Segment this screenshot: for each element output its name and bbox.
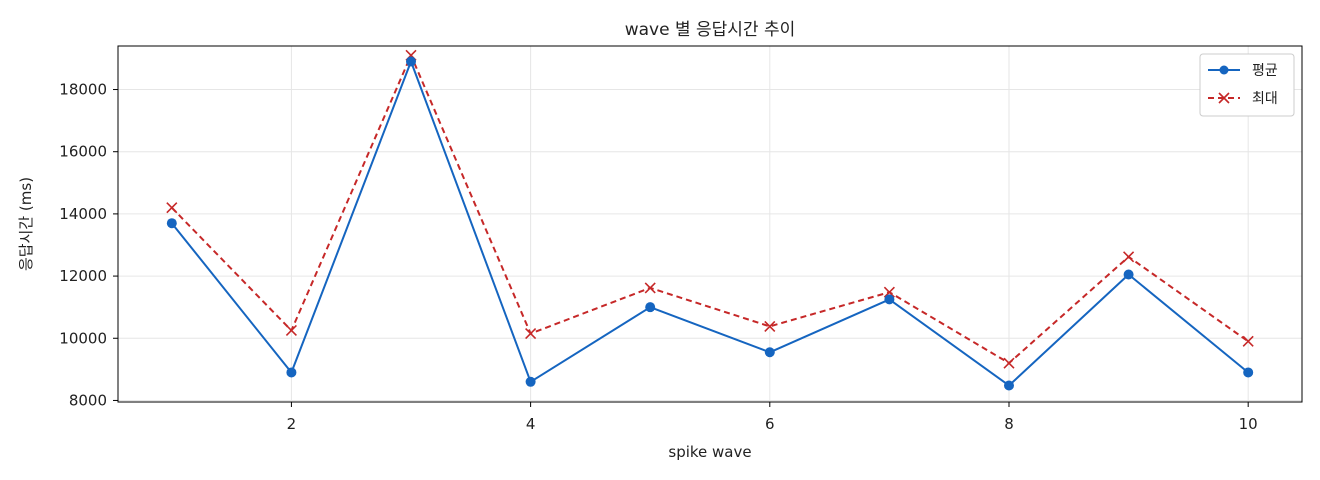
series-line-max [171,54,1249,365]
legend-box [1199,53,1295,117]
data-point-mean [764,347,775,358]
y-tick-label: 12000 [59,267,107,285]
y-tick-label: 8000 [69,391,107,409]
data-point-mean [525,376,536,387]
y-tick-label: 14000 [59,205,107,223]
legend-marker-mean [1219,65,1229,75]
legend-label-max: 최대 [1252,91,1278,107]
x-tick-label: 6 [765,415,775,433]
x-tick-label: 2 [287,415,297,433]
legend-label-mean: 평균 [1252,63,1278,79]
data-point-mean [1243,367,1254,378]
data-point-max [1242,335,1254,347]
data-point-mean [406,56,417,67]
y-tick-label: 16000 [59,143,107,161]
x-axis-label: spike wave [668,443,751,461]
y-tick-label: 10000 [59,329,107,347]
data-point-max [883,286,895,298]
legend: 평균 최대 [1199,53,1295,117]
data-point-mean [884,294,895,305]
data-point-mean [645,302,656,313]
data-point-max [525,328,537,340]
tick-layer: 2 4 6 8 10 8000 10000 12000 14000 16000 18000 [59,81,1257,433]
chart-title: wave 별 응답시간 추이 [625,20,796,40]
data-point-mean [166,218,177,229]
data-point-max [764,320,776,333]
data-point-max [285,324,297,337]
plot-frame [117,45,1303,403]
x-tick-label: 10 [1239,415,1258,433]
legend-marker-max [1218,92,1230,104]
series-line-mean [171,60,1249,387]
y-axis-label: 응답시간 (ms) [17,177,35,271]
data-point-mean [286,367,297,378]
x-tick-label: 8 [1004,415,1014,433]
series-layer [166,49,1254,391]
data-point-mean [1123,269,1134,280]
y-tick-label: 18000 [59,81,107,99]
data-point-max [166,202,178,214]
data-point-mean [1003,380,1014,391]
data-point-max [1123,251,1135,263]
data-point-max [1003,357,1015,369]
data-point-max [644,282,656,294]
x-tick-label: 4 [526,415,536,433]
grid-layer [118,46,1302,402]
